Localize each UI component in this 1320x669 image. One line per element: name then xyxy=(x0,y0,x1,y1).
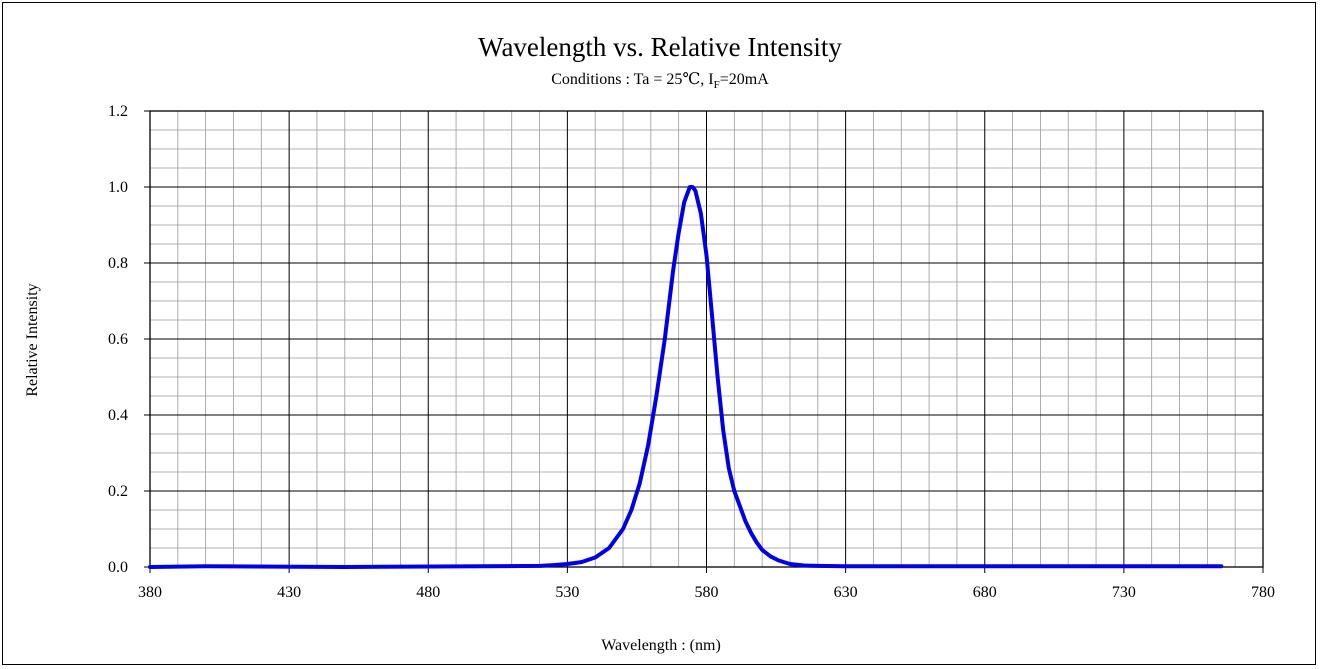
x-tick-label: 430 xyxy=(277,584,301,601)
y-tick-label: 0.4 xyxy=(108,407,128,424)
x-tick-label: 780 xyxy=(1251,584,1275,601)
y-tick-label: 0.0 xyxy=(108,559,128,576)
y-tick-label: 1.0 xyxy=(108,179,128,196)
x-tick-labels: 380 430 480 530 580 630 680 730 780 xyxy=(138,567,1275,601)
y-tick-label: 0.2 xyxy=(108,483,128,500)
y-tick-label: 1.2 xyxy=(108,103,128,120)
x-tick-label: 630 xyxy=(834,584,858,601)
chart-title: Wavelength vs. Relative Intensity xyxy=(478,32,842,62)
y-axis-label: Relative Intensity xyxy=(24,283,41,396)
x-tick-label: 530 xyxy=(555,584,579,601)
chart-subtitle: Conditions : Ta = 25℃, IF=20mA xyxy=(551,71,769,91)
y-tick-labels: 0.0 0.2 0.4 0.6 0.8 1.0 1.2 xyxy=(108,103,150,576)
y-tick-label: 0.6 xyxy=(108,331,128,348)
y-tick-label: 0.8 xyxy=(108,255,128,272)
x-tick-label: 730 xyxy=(1112,584,1136,601)
x-tick-label: 380 xyxy=(138,584,162,601)
x-tick-label: 680 xyxy=(973,584,997,601)
series-line xyxy=(148,185,1224,569)
x-tick-label: 580 xyxy=(695,584,719,601)
x-tick-label: 480 xyxy=(416,584,440,601)
x-axis-label: Wavelength : (nm) xyxy=(601,637,721,654)
